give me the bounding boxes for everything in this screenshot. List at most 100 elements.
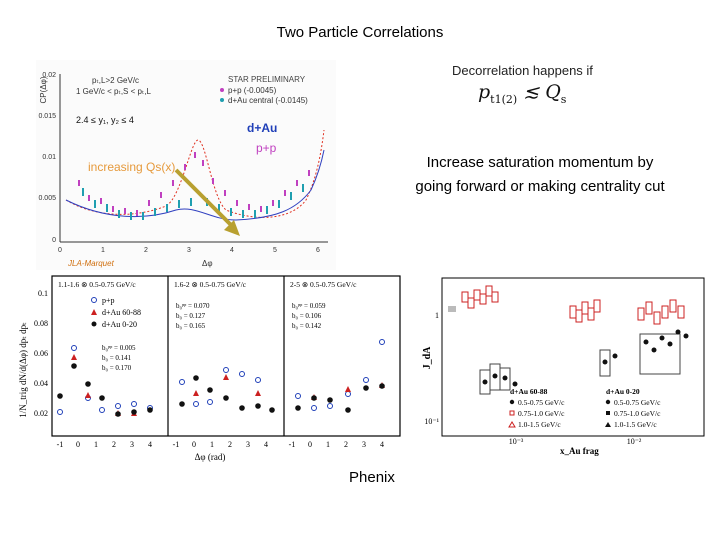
star-xtick-6: 6 (316, 247, 320, 254)
legend-pp-marker (220, 88, 224, 92)
jda-legend-left-2: 0.75-1.0 GeV/c (518, 409, 565, 418)
phenix-b0-1b: b₀ = 0.141 (102, 354, 132, 362)
phenix-ytick-3: 0.06 (34, 349, 48, 358)
jda-legend-right-marker-3 (605, 422, 611, 427)
decorrelation-formula: pt1(2) ≲ Qs (478, 81, 567, 106)
phenix-xtick-p1-b: 0 (76, 440, 80, 449)
jda-xtick-1: 10⁻³ (509, 437, 524, 446)
star-ytick-3: 0.01 (42, 154, 56, 161)
jda-ytick-1: 1 (435, 311, 439, 320)
star-ylabel: CP(Δφ) (39, 76, 48, 103)
phenix-caption: Phenix (349, 469, 395, 486)
star-xtick-3: 3 (187, 247, 191, 254)
phenix-xtick-p1-f: 4 (148, 440, 152, 449)
phenix-xtick-p2-a: -1 (173, 440, 180, 449)
phenix-legend-dau60-marker (91, 309, 97, 315)
phenix-xtick-p2-e: 3 (246, 440, 250, 449)
jda-grey-band (448, 306, 456, 312)
phenix-xtick-p3-f: 4 (380, 440, 384, 449)
jda-legend-left-marker-1 (509, 399, 515, 405)
phenix-xtick-p3-a: -1 (289, 440, 296, 449)
phenix-xtick-p2-d: 2 (228, 440, 232, 449)
star-legend-dau: d+Au central (-0.0145) (228, 96, 308, 105)
decorrelation-text: Decorrelation happens if (452, 63, 593, 78)
phenix-ytick-5: 0.02 (34, 409, 48, 418)
star-blue-curve (65, 149, 325, 221)
star-ytick-2: 0.015 (38, 113, 56, 120)
jda-legend-right-marker-2 (606, 411, 610, 415)
phenix-correlation-plot: 1/N_trig dN/d(Δφ) dpₜ dpₜ 0.1 0.08 0.06 … (14, 270, 404, 466)
star-ytick-5: 0 (52, 237, 56, 244)
star-red-curve (65, 129, 325, 218)
star-xtick-1: 1 (101, 247, 105, 254)
phenix-header-1: 1.1-1.6 ⊗ 0.5-0.75 GeV/c (58, 280, 136, 289)
phenix-legend-pp: p+p (102, 296, 115, 305)
phenix-xtick-p2-b: 0 (192, 440, 196, 449)
phenix-xtick-p3-e: 3 (362, 440, 366, 449)
phenix-points-panel-2 (179, 367, 275, 413)
jda-red-points (461, 285, 685, 325)
phenix-header-2: 1.6-2 ⊗ 0.5-0.75 GeV/c (174, 280, 247, 289)
legend-dau-marker (220, 98, 224, 102)
star-legend-pp: p+p (-0.0045) (228, 86, 277, 95)
phenix-legend-pp-marker (91, 297, 97, 303)
phenix-xtick-p3-b: 0 (308, 440, 312, 449)
jda-xtick-2: 10⁻² (627, 437, 642, 446)
jda-legend-right-3: 1.0-1.5 GeV/c (614, 420, 657, 429)
jda-ytick-2: 10⁻¹ (424, 417, 439, 426)
phenix-ytick-2: 0.08 (34, 319, 48, 328)
phenix-b0-2c: b₀ = 0.165 (176, 322, 206, 330)
star-credit: JLA-Marquet (67, 259, 115, 268)
jda-legend-left-1: 0.5-0.75 GeV/c (518, 398, 565, 407)
phenix-header-3: 2-5 ⊗ 0.5-0.75 GeV/c (290, 280, 357, 289)
phenix-xtick-p1-d: 2 (112, 440, 116, 449)
phenix-legend-dau0-marker (91, 321, 97, 327)
jda-xlabel: x_Au frag (560, 446, 599, 456)
star-ytick-1: 0.02 (42, 72, 56, 79)
jda-legend-left-marker-2 (509, 410, 515, 416)
phenix-xtick-p1-a: -1 (57, 440, 64, 449)
qs-arrow (174, 168, 236, 230)
saturation-note: Increase saturation momentum by going fo… (385, 151, 695, 199)
star-dau-points (82, 184, 304, 220)
phenix-legend-dau60: d+Au 60-88 (102, 308, 141, 317)
jda-black-points (479, 329, 689, 395)
phenix-b0-3b: b₀ = 0.106 (292, 312, 322, 320)
phenix-b0-2b: b₀ = 0.127 (176, 312, 206, 320)
phenix-xlabel: Δφ (rad) (195, 452, 226, 462)
phenix-b0-3c: b₀ = 0.142 (292, 322, 322, 330)
star-xlabel: Δφ (202, 259, 213, 268)
star-cut-2: 1 GeV/c < pₜ,S < pₜ,L (76, 87, 152, 96)
star-correlation-plot: 0.02 0.015 0.01 0.005 0 0 1 2 3 4 5 6 CP… (36, 60, 336, 270)
phenix-b0-1c: b₀ = 0.170 (102, 364, 132, 372)
jda-legend-right-header: d+Au 0-20 (606, 387, 640, 396)
jda-legend-left-marker-3 (508, 421, 516, 428)
star-preliminary: STAR PRELIMINARY (228, 75, 306, 84)
phenix-ylabel: 1/N_trig dN/d(Δφ) dpₜ dpₜ (18, 322, 28, 418)
phenix-xtick-p1-c: 1 (94, 440, 98, 449)
star-pp-points (78, 152, 310, 216)
jda-plot: J_dA 1 10⁻¹ 10⁻³ 10⁻² x_Au frag d+Au 60-… (420, 272, 710, 464)
star-cut-3: 2.4 ≤ y₁, y₂ ≤ 4 (76, 115, 134, 125)
jda-legend-right-1: 0.5-0.75 GeV/c (614, 398, 661, 407)
note-line-2: going forward or making centrality cut (415, 178, 665, 195)
phenix-xtick-p3-c: 1 (326, 440, 330, 449)
star-label-dau: d+Au (247, 121, 277, 135)
phenix-points-panel-3 (295, 339, 385, 413)
phenix-xtick-p1-e: 3 (130, 440, 134, 449)
phenix-xtick-p2-f: 4 (264, 440, 268, 449)
slide-title: Two Particle Correlations (276, 24, 444, 41)
phenix-legend-dau0: d+Au 0-20 (102, 320, 137, 329)
note-line-1: Increase saturation momentum by (426, 154, 654, 171)
phenix-b0-3a: b₀ᵖᵖ = 0.059 (292, 302, 326, 310)
phenix-ytick-1: 0.1 (38, 289, 48, 298)
jda-legend-left-header: d+Au 60-88 (510, 387, 548, 396)
qs-arrow-head (224, 220, 240, 236)
phenix-b0-1a: b₀ᵖᵖ = 0.005 (102, 344, 136, 352)
jda-legend-right-2: 0.75-1.0 GeV/c (614, 409, 661, 418)
star-xtick-0: 0 (58, 247, 62, 254)
phenix-xtick-p3-d: 2 (344, 440, 348, 449)
star-xtick-5: 5 (273, 247, 277, 254)
jda-legend-left-3: 1.0-1.5 GeV/c (518, 420, 561, 429)
phenix-xtick-p2-c: 1 (210, 440, 214, 449)
